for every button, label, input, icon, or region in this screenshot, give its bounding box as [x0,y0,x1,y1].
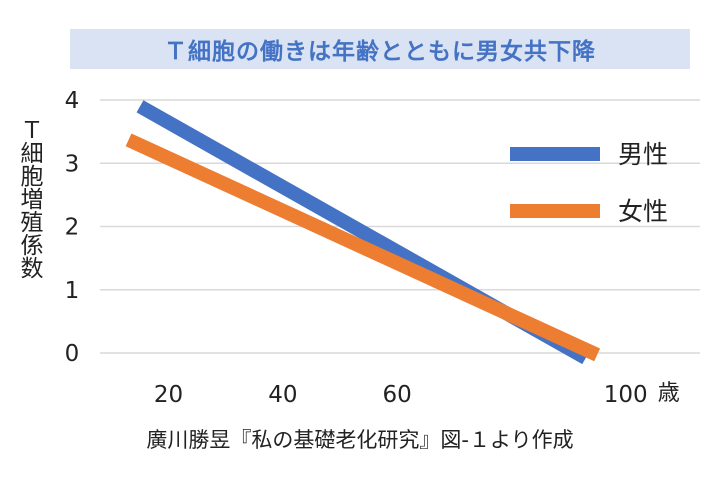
y-tick-label: 4 [65,88,80,114]
x-tick-label: 100 [604,382,648,408]
x-axis-unit: 歳 [658,381,680,406]
x-tick-label: 60 [383,382,412,408]
legend-label: 男性 [618,140,668,169]
x-tick-label: 20 [154,382,183,408]
series-line-2 [125,133,601,362]
y-tick-label: 2 [65,215,80,241]
x-tick-label: 40 [268,382,297,408]
y-axis-label: Ｔ細胞増殖係数 [16,118,42,279]
y-tick-label: 0 [65,341,80,367]
y-tick-label: 3 [65,151,80,177]
source-note: 廣川勝昱『私の基礎老化研究』図‐１より作成 [146,428,574,452]
y-tick-label: 1 [65,278,80,304]
legend-label: 女性 [618,197,668,226]
title-band: Ｔ細胞の働きは年齢とともに男女共下降 [70,29,690,69]
chart-title: Ｔ細胞の働きは年齢とともに男女共下降 [164,39,596,65]
